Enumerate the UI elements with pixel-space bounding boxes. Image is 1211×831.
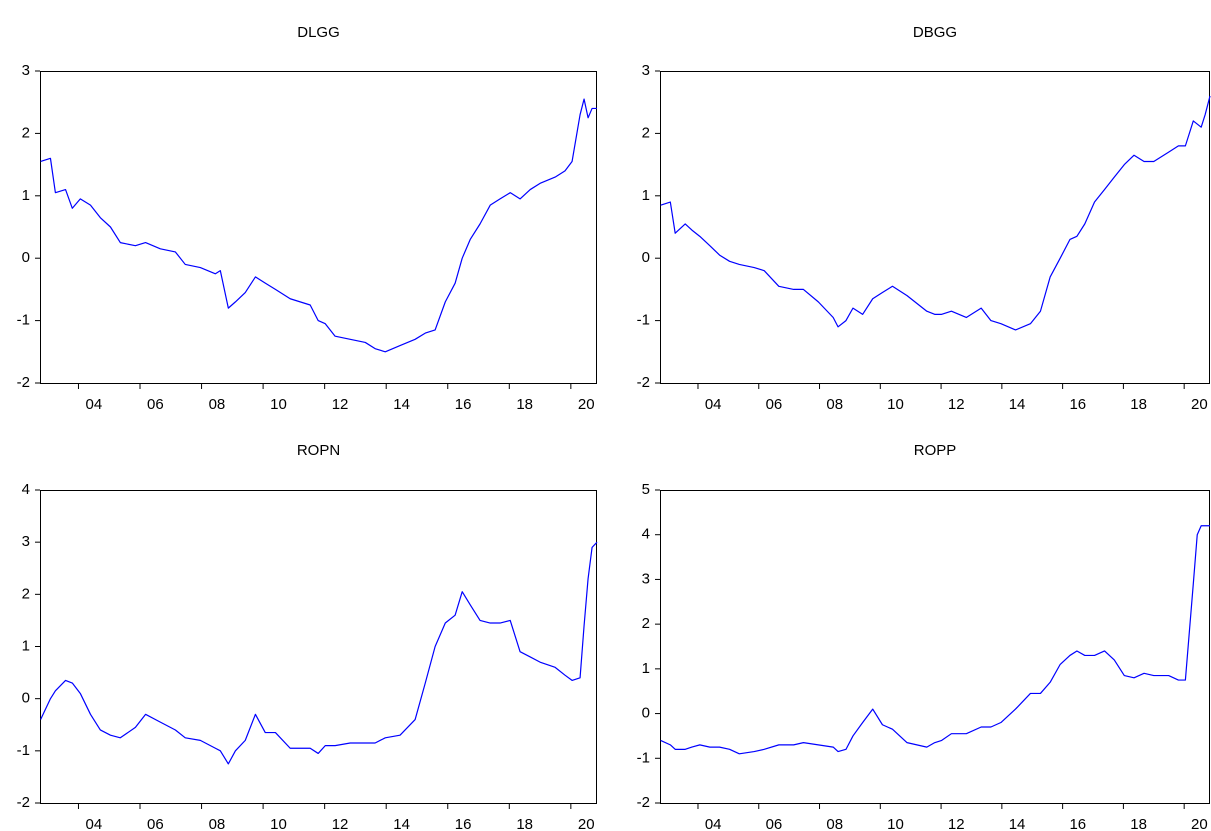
y-tick-label: 5 (642, 481, 650, 498)
chart-title: DBGG (913, 24, 957, 41)
x-tick-label: 16 (455, 396, 472, 413)
y-tick-label: 1 (22, 187, 30, 204)
y-tick-label: -2 (17, 794, 30, 811)
y-tick-label: 2 (22, 124, 30, 141)
y-tick-label: 1 (642, 187, 650, 204)
x-tick-label: 08 (209, 816, 226, 831)
y-tick-label: 0 (642, 705, 650, 722)
x-tick-label: 10 (270, 816, 287, 831)
y-tick-label: -1 (637, 749, 650, 766)
x-tick-label: 14 (393, 396, 410, 413)
x-tick-label: 16 (1069, 816, 1086, 831)
x-tick-label: 18 (516, 816, 533, 831)
y-tick-label: -1 (17, 312, 30, 329)
x-tick-label: 16 (1069, 396, 1086, 413)
x-tick-label: 20 (578, 396, 595, 413)
x-tick-label: 12 (332, 396, 349, 413)
y-tick-label: -1 (17, 742, 30, 759)
chart-title: ROPN (297, 442, 340, 459)
series-line (40, 98, 597, 353)
y-tick-label: -2 (17, 374, 30, 391)
y-tick-label: 4 (22, 481, 30, 498)
x-tick-label: 04 (705, 396, 722, 413)
x-tick-label: 12 (948, 396, 965, 413)
x-tick-label: 20 (578, 816, 595, 831)
y-tick-label: 3 (642, 570, 650, 587)
y-tick-label: -1 (637, 312, 650, 329)
plot-frame (660, 71, 1210, 384)
y-tick-label: 4 (642, 526, 650, 543)
series-line (40, 541, 598, 765)
y-tick-label: 3 (22, 62, 30, 79)
y-tick-label: 0 (642, 249, 650, 266)
plot-frame (40, 490, 597, 804)
x-tick-label: 04 (705, 816, 722, 831)
y-tick-label: 2 (642, 124, 650, 141)
x-tick-label: 20 (1191, 816, 1208, 831)
y-tick-label: 1 (22, 637, 30, 654)
y-tick-label: -2 (637, 794, 650, 811)
x-tick-label: 10 (270, 396, 287, 413)
x-tick-label: 10 (887, 396, 904, 413)
x-tick-label: 08 (826, 396, 843, 413)
x-tick-label: 08 (209, 396, 226, 413)
series-line (660, 525, 1210, 755)
y-tick-label: 0 (22, 690, 30, 707)
y-tick-label: 0 (22, 249, 30, 266)
y-tick-label: 2 (642, 615, 650, 632)
series-line (660, 95, 1211, 331)
x-tick-label: 12 (948, 816, 965, 831)
plot-frame (40, 71, 597, 384)
x-tick-label: 06 (147, 396, 164, 413)
x-tick-label: 18 (1130, 396, 1147, 413)
x-tick-label: 04 (86, 396, 103, 413)
x-tick-label: 06 (766, 816, 783, 831)
x-tick-label: 10 (887, 816, 904, 831)
x-tick-label: 12 (332, 816, 349, 831)
x-tick-label: 08 (826, 816, 843, 831)
y-tick-label: 2 (22, 585, 30, 602)
chart-title: ROPP (914, 442, 957, 459)
y-tick-label: 3 (642, 62, 650, 79)
y-tick-label: 3 (22, 533, 30, 550)
x-tick-label: 04 (86, 816, 103, 831)
y-tick-label: 1 (642, 660, 650, 677)
x-tick-label: 14 (1009, 816, 1026, 831)
x-tick-label: 06 (766, 396, 783, 413)
x-tick-label: 18 (516, 396, 533, 413)
x-tick-label: 16 (455, 816, 472, 831)
x-tick-label: 20 (1191, 396, 1208, 413)
x-tick-label: 18 (1130, 816, 1147, 831)
chart-title: DLGG (297, 24, 340, 41)
x-tick-label: 06 (147, 816, 164, 831)
y-tick-label: -2 (637, 374, 650, 391)
plot-frame (660, 490, 1210, 804)
x-tick-label: 14 (393, 816, 410, 831)
x-tick-label: 14 (1009, 396, 1026, 413)
